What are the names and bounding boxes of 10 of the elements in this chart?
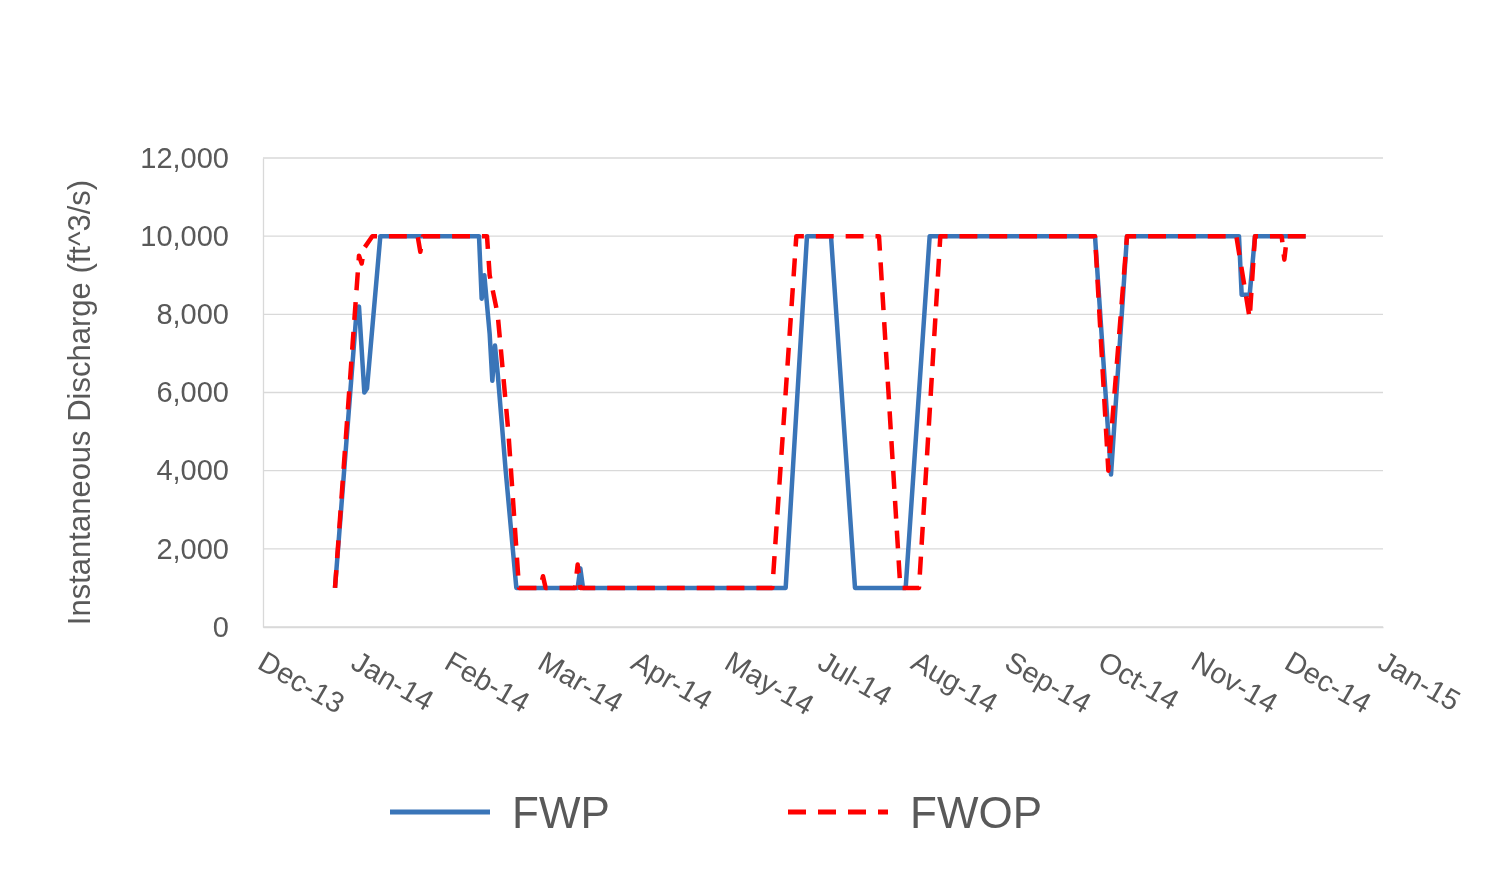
y-axis-title: Instantaneous Discharge (ft^3/s): [62, 179, 97, 626]
y-tick-label: 0: [212, 610, 229, 643]
y-tick-label: 12,000: [140, 141, 229, 174]
y-tick-label: 6,000: [156, 376, 229, 409]
legend-label: FWP: [512, 788, 610, 837]
y-tick-label: 2,000: [156, 532, 229, 565]
y-tick-label: 8,000: [156, 298, 229, 331]
y-tick-label: 4,000: [156, 454, 229, 487]
y-tick-label: 10,000: [140, 219, 229, 252]
legend-label: FWOP: [910, 788, 1042, 837]
